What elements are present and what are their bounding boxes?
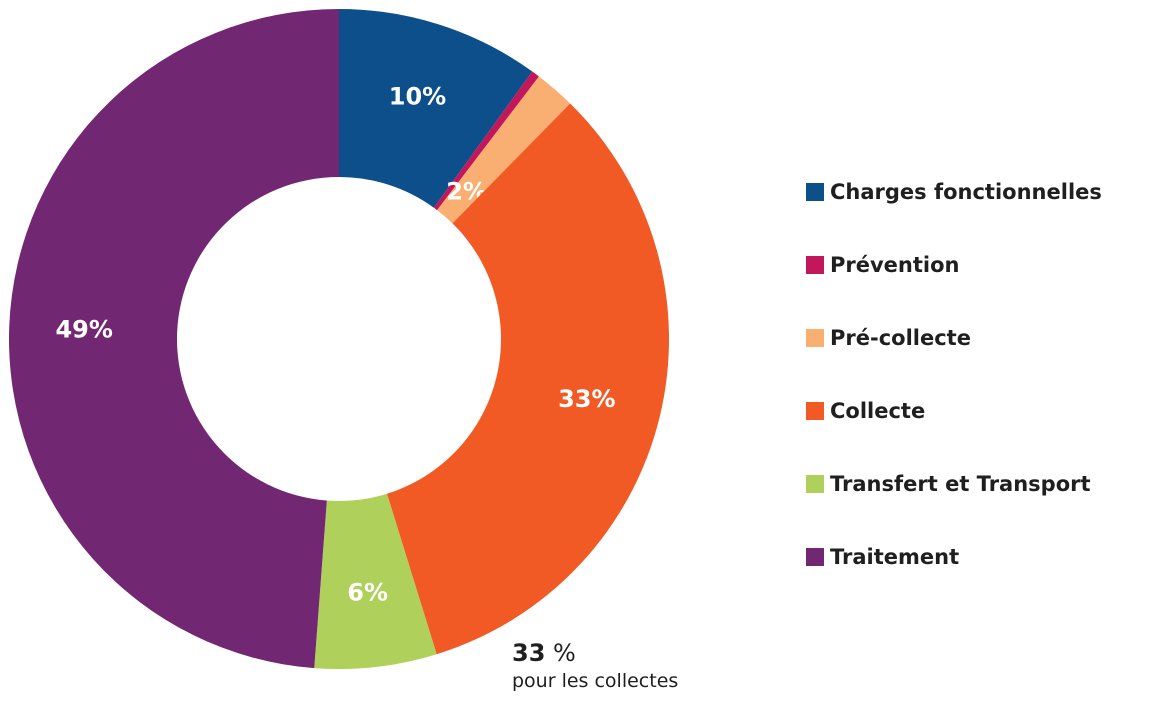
data-label-transfert-et-transport: 6% (347, 578, 388, 606)
legend-swatch (806, 402, 824, 420)
note-value: 33 (512, 639, 546, 667)
legend-label: Transfert et Transport (830, 472, 1091, 496)
legend-label: Pré-collecte (830, 326, 971, 350)
slice-pre-collecte (437, 76, 571, 224)
legend-swatch (806, 256, 824, 274)
slice-transfert-et-transport (314, 493, 437, 669)
slice-prevention (433, 71, 539, 211)
note-unit: % (553, 639, 576, 667)
legend-item-prevention: Prévention (806, 247, 1102, 283)
donut-chart: 10%2%33%6%49% (9, 9, 669, 669)
legend-item-collecte: Collecte (806, 393, 1102, 429)
note-headline: 33 % (512, 638, 678, 668)
collection-share-note: 33 % pour les collectes (512, 638, 678, 694)
legend-label: Charges fonctionnelles (830, 180, 1102, 204)
data-label-charges-fonctionnelles: 10% (389, 82, 446, 110)
slice-charges-fonctionnelles (339, 9, 533, 208)
legend-label: Traitement (830, 545, 960, 569)
legend-swatch (806, 329, 824, 347)
legend-swatch (806, 475, 824, 493)
note-text: pour les collectes (512, 670, 679, 692)
chart-legend: Charges fonctionnelles Prévention Pré-coll… (806, 174, 1102, 612)
slice-traitement (9, 9, 339, 669)
legend-label: Prévention (830, 253, 960, 277)
legend-swatch (806, 548, 824, 566)
legend-item-transfert-et-transport: Transfert et Transport (806, 466, 1102, 502)
legend-swatch (806, 183, 824, 201)
legend-item-traitement: Traitement (806, 539, 1102, 575)
data-label-traitement: 49% (55, 315, 112, 343)
legend-item-pre-collecte: Pré-collecte (806, 320, 1102, 356)
slice-collecte (386, 103, 669, 655)
legend-label: Collecte (830, 399, 926, 423)
data-label-collecte: 33% (558, 385, 615, 413)
legend-item-charges-fonctionnelles: Charges fonctionnelles (806, 174, 1102, 210)
